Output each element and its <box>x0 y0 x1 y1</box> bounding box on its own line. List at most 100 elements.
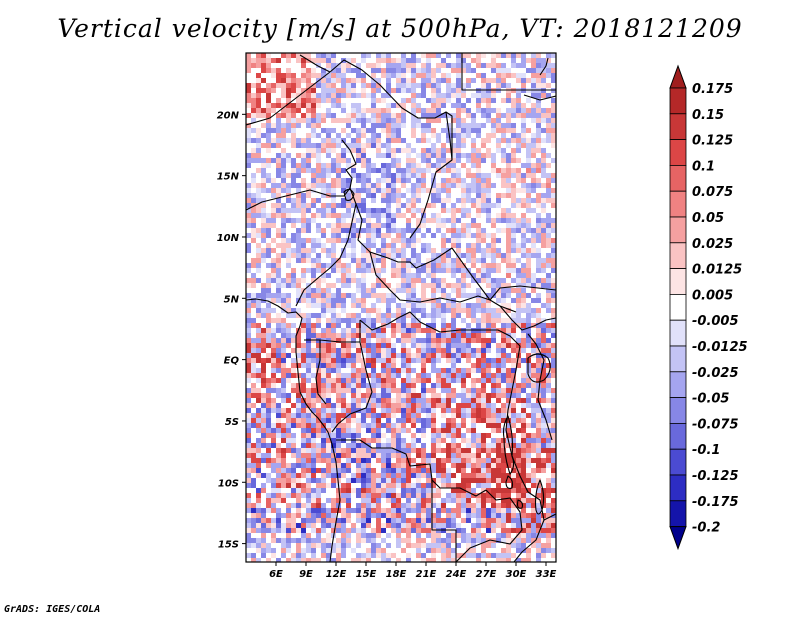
field-cell <box>461 128 467 134</box>
field-cell <box>456 368 462 374</box>
field-cell <box>271 168 277 174</box>
field-cell <box>341 63 347 69</box>
field-cell <box>276 293 282 299</box>
field-cell <box>261 303 267 309</box>
field-cell <box>406 293 412 299</box>
field-cell <box>461 78 467 84</box>
field-cell <box>326 248 332 254</box>
field-cell <box>316 153 322 159</box>
field-cell <box>246 283 252 289</box>
field-cell <box>271 153 277 159</box>
field-cell <box>386 193 392 199</box>
field-cell <box>536 378 542 384</box>
field-cell <box>426 393 432 399</box>
field-cell <box>246 223 252 229</box>
field-cell <box>546 398 552 404</box>
field-cell <box>426 133 432 139</box>
field-cell <box>341 68 347 74</box>
field-cell <box>316 53 322 59</box>
field-cell <box>461 63 467 69</box>
field-cell <box>511 238 517 244</box>
field-cell <box>361 123 367 129</box>
field-cell <box>256 108 262 114</box>
field-cell <box>476 403 482 409</box>
field-cell <box>276 348 282 354</box>
field-cell <box>416 328 422 334</box>
field-cell <box>291 353 297 359</box>
field-cell <box>351 53 357 59</box>
field-cell <box>466 318 472 324</box>
field-cell <box>541 288 547 294</box>
field-cell <box>361 363 367 369</box>
field-cell <box>431 118 437 124</box>
field-cell <box>306 213 312 219</box>
field-cell <box>526 113 532 119</box>
field-cell <box>356 163 362 169</box>
field-cell <box>431 98 437 104</box>
field-cell <box>486 418 492 424</box>
field-cell <box>526 383 532 389</box>
field-cell <box>471 408 477 414</box>
field-cell <box>301 258 307 264</box>
field-cell <box>261 323 267 329</box>
field-cell <box>476 363 482 369</box>
field-cell <box>311 53 317 59</box>
field-cell <box>346 223 352 229</box>
field-cell <box>541 68 547 74</box>
field-cell <box>306 428 312 434</box>
field-cell <box>361 83 367 89</box>
field-cell <box>261 133 267 139</box>
field-cell <box>311 438 317 444</box>
field-cell <box>476 308 482 314</box>
field-cell <box>491 228 497 234</box>
field-cell <box>471 338 477 344</box>
field-cell <box>341 113 347 119</box>
field-cell <box>551 213 556 219</box>
field-cell <box>526 428 532 434</box>
field-cell <box>496 388 502 394</box>
field-cell <box>531 113 537 119</box>
field-cell <box>266 183 272 189</box>
field-cell <box>506 208 512 214</box>
field-cell <box>486 198 492 204</box>
field-cell <box>271 408 277 414</box>
field-cell <box>326 318 332 324</box>
field-cell <box>281 98 287 104</box>
field-cell <box>316 138 322 144</box>
field-cell <box>486 183 492 189</box>
field-cell <box>321 138 327 144</box>
field-cell <box>346 103 352 109</box>
field-cell <box>381 443 387 449</box>
field-cell <box>516 88 522 94</box>
field-cell <box>461 178 467 184</box>
field-cell <box>451 413 457 419</box>
field-cell <box>311 378 317 384</box>
field-cell <box>291 113 297 119</box>
field-cell <box>546 303 552 309</box>
field-cell <box>376 283 382 289</box>
field-cell <box>466 123 472 129</box>
field-cell <box>426 203 432 209</box>
field-cell <box>466 413 472 419</box>
field-cell <box>521 413 527 419</box>
field-cell <box>491 403 497 409</box>
field-cell <box>246 218 252 224</box>
field-cell <box>421 238 427 244</box>
field-cell <box>481 68 487 74</box>
field-cell <box>251 313 257 319</box>
field-cell <box>261 398 267 404</box>
field-cell <box>291 383 297 389</box>
field-cell <box>261 98 267 104</box>
field-cell <box>551 328 556 334</box>
field-cell <box>286 138 292 144</box>
field-cell <box>316 183 322 189</box>
field-cell <box>446 53 452 59</box>
field-cell <box>371 208 377 214</box>
field-cell <box>276 88 282 94</box>
field-cell <box>406 98 412 104</box>
field-cell <box>286 258 292 264</box>
field-cell <box>326 443 332 449</box>
field-cell <box>301 393 307 399</box>
field-cell <box>496 108 502 114</box>
field-cell <box>426 123 432 129</box>
